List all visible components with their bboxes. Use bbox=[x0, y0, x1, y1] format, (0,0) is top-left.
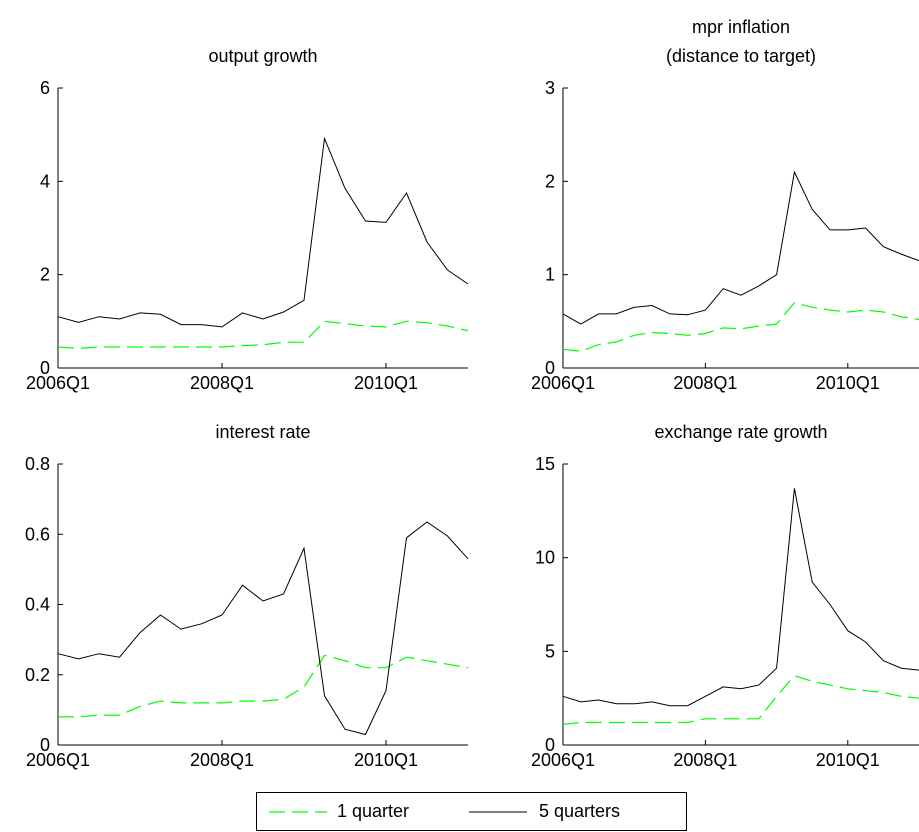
y-tick-label: 0 bbox=[40, 735, 50, 755]
y-tick-label: 15 bbox=[535, 454, 555, 474]
y-tick-label: 0 bbox=[545, 735, 555, 755]
legend-label-5-quarters: 5 quarters bbox=[539, 801, 621, 821]
legend-item-5-quarters: 5 quarters bbox=[467, 793, 620, 830]
y-tick-label: 1 bbox=[545, 265, 555, 285]
panel-interest-rate: interest rate 0 0.2 0.4 0.6 0.8 2006Q1 2008Q1 20… bbox=[25, 422, 469, 770]
series-line-1-quarter bbox=[58, 654, 469, 718]
chart-title: interest rate bbox=[215, 422, 310, 442]
y-tick-label: 0.8 bbox=[25, 454, 50, 474]
series-line-5-quarters bbox=[57, 521, 469, 736]
y-tick-label: 2 bbox=[545, 171, 555, 191]
x-tick-label: 2010Q1 bbox=[816, 750, 880, 770]
series-line-1-quarter bbox=[562, 302, 919, 352]
x-tick-label: 2010Q1 bbox=[354, 750, 418, 770]
x-tick-label: 2008Q1 bbox=[190, 373, 254, 393]
series-line-5-quarters bbox=[562, 488, 919, 707]
x-tick-label: 2006Q1 bbox=[26, 373, 90, 393]
y-tick-label: 0.2 bbox=[25, 665, 50, 685]
y-tick-label: 2 bbox=[40, 265, 50, 285]
legend: 1 quarter 5 quarters bbox=[256, 792, 687, 831]
x-tick-label: 2008Q1 bbox=[673, 373, 737, 393]
x-tick-label: 2006Q1 bbox=[26, 750, 90, 770]
x-tick-label: 2010Q1 bbox=[354, 373, 418, 393]
series-line-5-quarters bbox=[57, 136, 469, 328]
chart-title: (distance to target) bbox=[666, 46, 816, 66]
y-tick-label: 0.6 bbox=[25, 524, 50, 544]
y-tick-label: 0 bbox=[545, 358, 555, 378]
y-tick-label: 6 bbox=[40, 78, 50, 98]
legend-item-1-quarter: 1 quarter bbox=[267, 793, 409, 830]
figure-canvas: output growth 0 2 4 6 2006Q1 2008Q1 2010Q1 mpr … bbox=[25, 17, 919, 770]
y-tick-label: 0 bbox=[40, 358, 50, 378]
x-tick-label: 2010Q1 bbox=[816, 373, 880, 393]
x-tick-label: 2008Q1 bbox=[673, 750, 737, 770]
chart-title: output growth bbox=[208, 46, 317, 66]
y-tick-label: 0.4 bbox=[25, 595, 50, 615]
x-tick-label: 2008Q1 bbox=[190, 750, 254, 770]
x-tick-label: 2006Q1 bbox=[531, 750, 595, 770]
legend-swatch-dashed bbox=[269, 810, 327, 813]
series-line-1-quarter bbox=[562, 675, 919, 725]
x-tick-label: 2006Q1 bbox=[531, 373, 595, 393]
y-tick-label: 3 bbox=[545, 78, 555, 98]
series-line-1-quarter bbox=[57, 320, 469, 350]
legend-label-1-quarter: 1 quarter bbox=[337, 801, 410, 821]
chart-title: exchange rate growth bbox=[654, 422, 827, 442]
legend-swatch-solid bbox=[469, 811, 527, 812]
panel-output-growth: output growth 0 2 4 6 2006Q1 2008Q1 2010Q1 bbox=[26, 46, 469, 393]
y-tick-label: 5 bbox=[545, 641, 555, 661]
panel-exchange-rate-growth: exchange rate growth 0 5 10 15 2006Q1 2008Q1 20… bbox=[531, 422, 919, 770]
panel-mpr-inflation: mpr inflation (distance to target) 0 1 2 3 200… bbox=[531, 17, 919, 393]
series-line-5-quarters bbox=[562, 170, 919, 325]
y-tick-label: 4 bbox=[40, 171, 50, 191]
chart-title: mpr inflation bbox=[692, 17, 790, 37]
y-tick-label: 10 bbox=[535, 548, 555, 568]
